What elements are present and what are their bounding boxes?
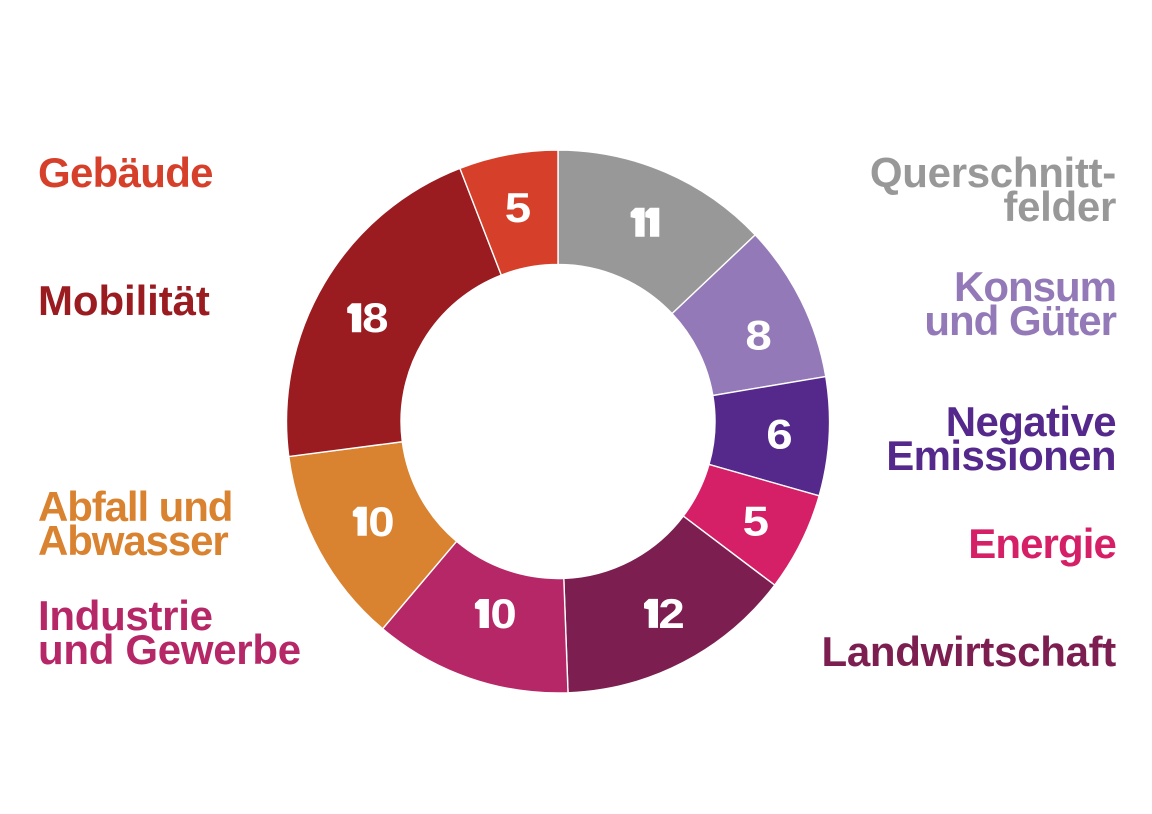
svg-text:2: 2 xyxy=(658,590,684,637)
svg-text:8: 8 xyxy=(745,312,771,359)
svg-text:5: 5 xyxy=(743,498,769,545)
svg-text:6: 6 xyxy=(766,411,792,458)
svg-text:5: 5 xyxy=(505,184,531,231)
svg-text:0: 0 xyxy=(368,498,394,545)
svg-text:0: 0 xyxy=(490,591,516,638)
svg-text:8: 8 xyxy=(362,295,388,342)
